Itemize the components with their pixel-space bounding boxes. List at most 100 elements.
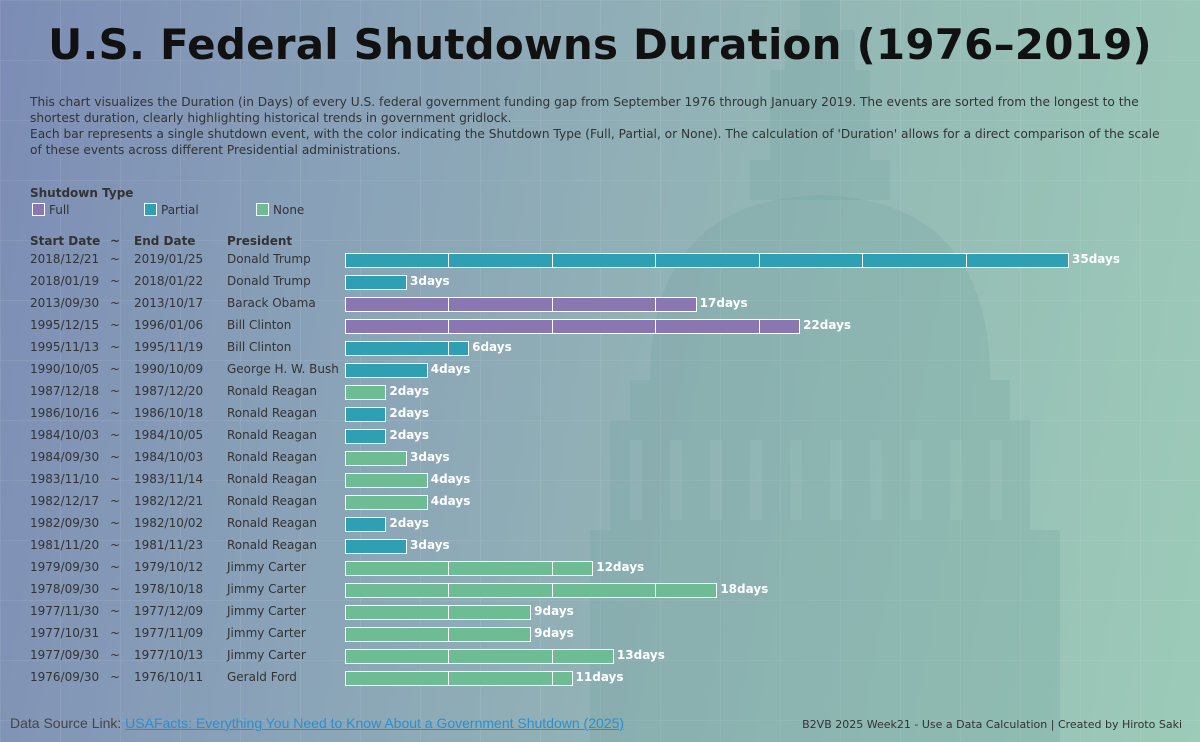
duration-bar[interactable] xyxy=(345,407,387,422)
table-row: 1995/11/13 ~1995/11/19 Bill Clinton 6days xyxy=(0,337,1200,359)
table-row: 1978/09/30 ~1978/10/18 Jimmy Carter 18days xyxy=(0,579,1200,601)
legend-item-partial[interactable]: Partial xyxy=(144,203,199,217)
duration-label: 6days xyxy=(472,340,512,354)
end-date-cell: 1982/12/21 xyxy=(134,494,204,508)
bar-segment-divider xyxy=(551,562,553,575)
end-date-cell: 1987/12/20 xyxy=(134,384,204,398)
bar-segment-divider xyxy=(448,584,450,597)
duration-bar[interactable] xyxy=(345,429,387,444)
start-date-cell: 1984/09/30 xyxy=(30,450,100,464)
table-row: 1981/11/20 ~1981/11/23 Ronald Reagan 3days xyxy=(0,535,1200,557)
president-cell: Gerald Ford xyxy=(227,670,297,684)
separator-cell: ~ xyxy=(110,626,121,640)
table-row: 1990/10/05 ~1990/10/09 George H. W. Bush 4d… xyxy=(0,359,1200,381)
duration-bar[interactable] xyxy=(345,385,387,400)
duration-bar[interactable] xyxy=(345,561,594,576)
duration-label: 2days xyxy=(389,428,429,442)
end-date-cell: 1986/10/18 xyxy=(134,406,204,420)
legend-swatch-partial xyxy=(144,203,157,216)
duration-bar[interactable] xyxy=(345,649,614,664)
president-cell: Ronald Reagan xyxy=(227,516,317,530)
bar-segment-divider xyxy=(448,650,450,663)
bar-segment-divider xyxy=(965,254,967,267)
duration-label: 22days xyxy=(803,318,852,332)
start-date-cell: 1977/09/30 xyxy=(30,648,100,662)
end-date-cell: 2018/01/22 xyxy=(134,274,204,288)
bar-segment-divider xyxy=(448,254,450,267)
bar-segment-divider xyxy=(448,606,450,619)
separator-cell: ~ xyxy=(110,274,121,288)
duration-label: 11days xyxy=(575,670,624,684)
legend-label-full: Full xyxy=(49,203,70,217)
start-date-cell: 1978/09/30 xyxy=(30,582,100,596)
duration-bar[interactable] xyxy=(345,253,1069,268)
president-cell: Ronald Reagan xyxy=(227,538,317,552)
duration-bar[interactable] xyxy=(345,671,573,686)
start-date-cell: 2013/09/30 xyxy=(30,296,100,310)
duration-bar[interactable] xyxy=(345,275,408,290)
table-row: 2018/12/21 ~2019/01/25 Donald Trump 35days xyxy=(0,249,1200,271)
duration-bar[interactable] xyxy=(345,451,408,466)
duration-bar[interactable] xyxy=(345,539,408,554)
legend-item-full[interactable]: Full xyxy=(32,203,70,217)
start-date-cell: 1987/12/18 xyxy=(30,384,100,398)
duration-bar[interactable] xyxy=(345,319,801,334)
duration-bar[interactable] xyxy=(345,627,532,642)
bar-segment-divider xyxy=(655,298,657,311)
duration-label: 17days xyxy=(699,296,748,310)
duration-bar[interactable] xyxy=(345,495,428,510)
data-source: Data Source Link: USAFacts: Everything Y… xyxy=(10,715,624,731)
description-paragraph-1: This chart visualizes the Duration (in D… xyxy=(30,95,1139,125)
start-date-cell: 1995/12/15 xyxy=(30,318,100,332)
duration-bar[interactable] xyxy=(345,605,532,620)
table-row: 1995/12/15 ~1996/01/06 Bill Clinton 22days xyxy=(0,315,1200,337)
bar-segment-divider xyxy=(758,320,760,333)
data-source-prefix: Data Source Link: xyxy=(10,715,126,731)
duration-label: 13days xyxy=(616,648,665,662)
end-date-cell: 1977/10/13 xyxy=(134,648,204,662)
duration-label: 3days xyxy=(410,274,450,288)
table-row: 1976/09/30 ~1976/10/11 Gerald Ford 11days xyxy=(0,667,1200,689)
duration-bar[interactable] xyxy=(345,297,697,312)
separator-cell: ~ xyxy=(110,670,121,684)
start-date-cell: 1984/10/03 xyxy=(30,428,100,442)
president-cell: Jimmy Carter xyxy=(227,648,306,662)
duration-bar[interactable] xyxy=(345,517,387,532)
end-date-cell: 1984/10/03 xyxy=(134,450,204,464)
duration-bar[interactable] xyxy=(345,363,428,378)
duration-label: 2days xyxy=(389,516,429,530)
table-row: 1984/10/03 ~1984/10/05 Ronald Reagan 2days xyxy=(0,425,1200,447)
header-separator: ~ xyxy=(110,234,121,248)
duration-bar[interactable] xyxy=(345,583,718,598)
end-date-cell: 2013/10/17 xyxy=(134,296,204,310)
president-cell: Jimmy Carter xyxy=(227,582,306,596)
bar-segment-divider xyxy=(655,320,657,333)
duration-bar[interactable] xyxy=(345,341,470,356)
end-date-cell: 1976/10/11 xyxy=(134,670,204,684)
bar-segment-divider xyxy=(448,342,450,355)
separator-cell: ~ xyxy=(110,406,121,420)
end-date-cell: 1995/11/19 xyxy=(134,340,204,354)
bar-segment-divider xyxy=(862,254,864,267)
start-date-cell: 1995/11/13 xyxy=(30,340,100,354)
president-cell: Bill Clinton xyxy=(227,340,292,354)
president-cell: Ronald Reagan xyxy=(227,450,317,464)
duration-label: 2days xyxy=(389,406,429,420)
separator-cell: ~ xyxy=(110,560,121,574)
president-cell: Ronald Reagan xyxy=(227,472,317,486)
end-date-cell: 1984/10/05 xyxy=(134,428,204,442)
president-cell: Jimmy Carter xyxy=(227,626,306,640)
table-row: 1977/11/30 ~1977/12/09 Jimmy Carter 9days xyxy=(0,601,1200,623)
start-date-cell: 1986/10/16 xyxy=(30,406,100,420)
legend-item-none[interactable]: None xyxy=(256,203,304,217)
duration-bar[interactable] xyxy=(345,473,428,488)
data-source-link[interactable]: USAFacts: Everything You Need to Know Ab… xyxy=(125,715,625,731)
chart-title: U.S. Federal Shutdowns Duration (1976–20… xyxy=(48,20,1152,69)
end-date-cell: 1977/11/09 xyxy=(134,626,204,640)
bar-segment-divider xyxy=(551,672,553,685)
footer-credit: B2VB 2025 Week21 - Use a Data Calculatio… xyxy=(802,718,1182,731)
separator-cell: ~ xyxy=(110,472,121,486)
start-date-cell: 1982/09/30 xyxy=(30,516,100,530)
bar-segment-divider xyxy=(448,628,450,641)
president-cell: Ronald Reagan xyxy=(227,384,317,398)
